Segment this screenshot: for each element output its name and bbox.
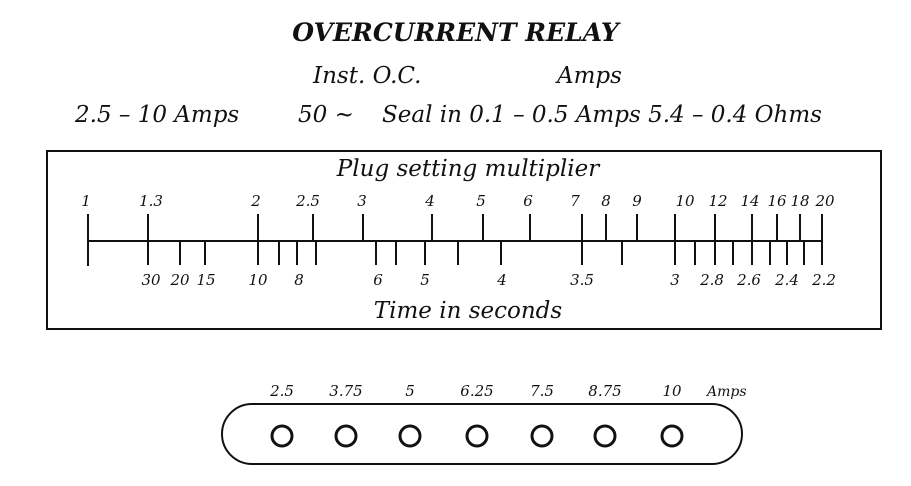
time-label: 8 <box>294 271 304 289</box>
scale-frame <box>46 150 882 330</box>
frequency: 50 ~ <box>298 102 354 128</box>
time-label: 3.5 <box>570 271 594 289</box>
plug-socket[interactable] <box>465 424 489 448</box>
time-label: 6 <box>373 271 383 289</box>
psm-label: 5 <box>476 192 486 210</box>
tap-label: 6.25 <box>460 382 493 400</box>
seal-in-spec: Seal in 0.1 – 0.5 Amps 5.4 – 0.4 Ohms <box>382 102 822 128</box>
psm-label: 18 <box>790 192 809 210</box>
tap-label: 5 <box>405 382 415 400</box>
time-label: 10 <box>248 271 268 289</box>
psm-label: 14 <box>740 192 759 210</box>
inst-oc-label: Inst. O.C. <box>313 63 422 89</box>
time-label: 20 <box>169 271 190 289</box>
tap-label: 2.5 <box>269 382 294 400</box>
plug-socket[interactable] <box>334 424 358 448</box>
psm-label: 7 <box>570 192 580 210</box>
time-label: 3 <box>670 271 680 289</box>
tap-label: 10 <box>662 382 682 400</box>
psm-label: 1 <box>81 192 91 210</box>
current-range: 2.5 – 10 Amps <box>75 102 240 128</box>
psm-label: 20 <box>814 192 835 210</box>
plug-socket[interactable] <box>270 424 294 448</box>
time-label: 30 <box>141 271 161 289</box>
plug-socket[interactable] <box>398 424 422 448</box>
plug-bridge-outline <box>221 403 743 465</box>
tap-unit-label: Amps <box>705 384 747 400</box>
psm-label: 1.3 <box>139 192 163 210</box>
time-label: 5 <box>420 271 430 289</box>
time-label: 2.6 <box>736 271 761 289</box>
time-label: 2.4 <box>774 271 799 289</box>
psm-label: 10 <box>675 192 695 210</box>
psm-label: 2.5 <box>295 192 320 210</box>
scale-title: Plug setting multiplier <box>336 156 601 182</box>
psm-label: 12 <box>708 192 727 210</box>
psm-label: 16 <box>767 192 787 210</box>
tap-label: 8.75 <box>588 382 621 400</box>
tap-label: 7.5 <box>530 382 554 400</box>
amps-label: Amps <box>557 63 622 89</box>
psm-label: 2 <box>250 192 261 210</box>
psm-ticks: 1 1.3 2 2.5 3 4 5 6 7 8 9 10 12 14 16 18 20 <box>81 192 835 266</box>
psm-label: 6 <box>523 192 533 210</box>
time-label: 15 <box>196 271 215 289</box>
plug-socket[interactable] <box>530 424 554 448</box>
relay-title: OVERCURRENT RELAY <box>292 18 619 47</box>
time-label: 4 <box>496 271 507 289</box>
scale-footer: Time in seconds <box>374 298 563 324</box>
plug-socket[interactable] <box>593 424 617 448</box>
psm-label: 3 <box>357 192 367 210</box>
tap-label: 3.75 <box>329 382 362 400</box>
psm-label: 4 <box>424 192 435 210</box>
plug-socket[interactable] <box>660 424 684 448</box>
time-ticks: 30 20 15 10 8 6 5 4 3.5 3 2.8 2.6 2.4 2.2 <box>141 241 836 289</box>
psm-label: 8 <box>601 192 611 210</box>
tap-group: 2.5 3.75 5 6.25 7.5 8.75 10 <box>269 382 684 448</box>
psm-label: 9 <box>632 192 642 210</box>
time-label: 2.2 <box>811 271 836 289</box>
time-label: 2.8 <box>699 271 724 289</box>
